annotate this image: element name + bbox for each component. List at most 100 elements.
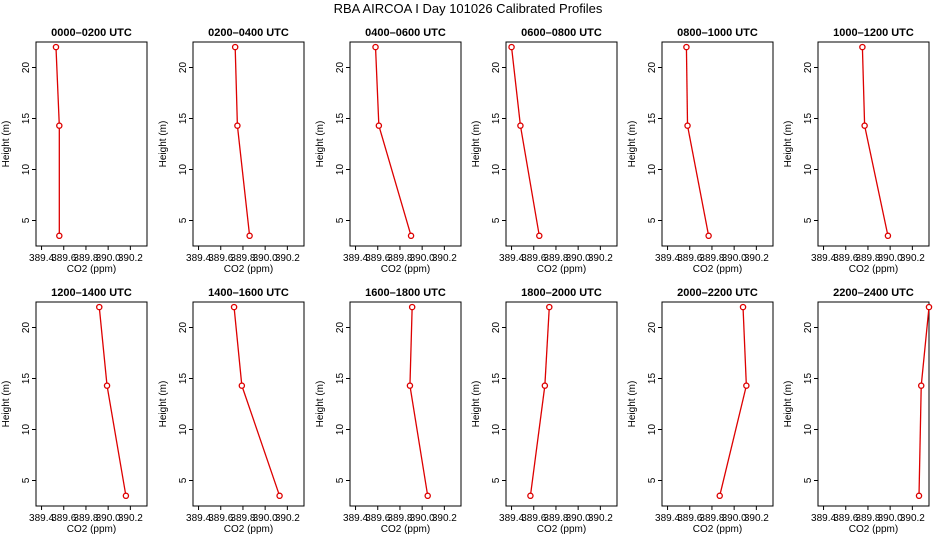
panel-1-ylabel: Height (m)	[1, 121, 12, 168]
panel-3-xtick-label: 389.8	[387, 253, 412, 264]
panel-8-data-point	[276, 492, 283, 500]
panel-3-xtick-label: 390.2	[432, 253, 457, 264]
panel-7-profile-segment	[106, 385, 127, 496]
panel-8-xlabel: CO2 (ppm)	[224, 524, 273, 535]
panel-1-frame	[35, 41, 148, 247]
panel-11-xtick-label: 389.8	[699, 513, 724, 524]
panel-7-ytick-label: 15	[21, 373, 32, 385]
panel-3-xtick-label: 390.0	[410, 253, 435, 264]
panel-5-frame	[661, 41, 774, 247]
panel-8-xtick-label: 389.4	[186, 513, 211, 524]
panel-9-xtick-label: 389.6	[365, 513, 390, 524]
panel-1-data-point	[56, 122, 63, 129]
panel-5-xlabel: CO2 (ppm)	[693, 264, 742, 275]
panel-1-data-point	[56, 232, 63, 240]
panel-8-profile-segment	[233, 307, 243, 386]
panel-10-data-point	[527, 492, 534, 500]
panel-5-data-point	[684, 122, 691, 129]
panel-5-title: 0800–1000 UTC	[677, 27, 758, 39]
panel-5-ytick-label: 20	[647, 62, 658, 74]
panel-7-data-point	[122, 492, 130, 500]
panel-2-data-point	[234, 122, 241, 129]
panel-6-title: 1000–1200 UTC	[833, 27, 914, 39]
panel-7-ytick-label: 5	[21, 477, 32, 483]
panel-6-ytick-label: 10	[803, 164, 814, 176]
panel-10-profile-segment	[529, 385, 546, 496]
panel-12-data-point	[915, 492, 923, 500]
panel-9-ylabel: Height (m)	[315, 381, 326, 428]
panel-7-xtick-label: 389.8	[73, 513, 98, 524]
panel-10-xtick-label: 390.0	[566, 513, 591, 524]
panel-3-ytick-label: 10	[335, 164, 346, 176]
panel-9-ytick-label: 20	[335, 322, 346, 334]
panel-11-ytick-label: 10	[647, 424, 658, 436]
panel-1-ytick-label: 10	[21, 164, 32, 176]
panel-11-xlabel: CO2 (ppm)	[693, 524, 742, 535]
panel-12-ytick-label: 5	[803, 477, 814, 483]
panel-7-profile-segment	[98, 307, 108, 386]
panel-6-data-point	[859, 43, 866, 51]
figure-title: RBA AIRCOA I Day 101026 Calibrated Profi…	[333, 1, 603, 16]
panel-8-ytick-label: 20	[178, 322, 189, 334]
panel-12-profile-segment	[920, 307, 930, 386]
panel-9-ytick-label: 15	[335, 373, 346, 385]
panel-5-ytick-label: 15	[647, 113, 658, 125]
panel-1-xtick-label: 389.8	[73, 253, 98, 264]
panel-12-ylabel: Height (m)	[783, 381, 794, 428]
panel-9-xtick-label: 389.8	[387, 513, 412, 524]
panel-5-profile-segment	[686, 125, 710, 236]
panel-1-title: 0000–0200 UTC	[51, 27, 132, 39]
panel-1-xtick-label: 389.6	[51, 253, 76, 264]
panel-7-ylabel: Height (m)	[1, 381, 12, 428]
panel-1-xtick-label: 390.2	[118, 253, 143, 264]
panel-9-xtick-label: 389.4	[343, 513, 368, 524]
panel-2-xtick-label: 390.0	[253, 253, 278, 264]
panel-4-xtick-label: 390.2	[588, 253, 613, 264]
panel-1-ytick-label: 15	[21, 113, 32, 125]
panel-2-frame	[192, 41, 305, 247]
panel-3-profile-segment	[374, 47, 380, 126]
panel-4-ylabel: Height (m)	[471, 121, 482, 168]
panel-10-profile-segment	[544, 307, 550, 386]
panel-9-xtick-label: 390.0	[410, 513, 435, 524]
panel-3-xlabel: CO2 (ppm)	[381, 264, 430, 275]
panel-8-xtick-label: 389.6	[208, 513, 233, 524]
panel-6-profile-segment	[861, 47, 866, 126]
panel-11-data-point	[743, 382, 750, 389]
panel-7-title: 1200–1400 UTC	[51, 287, 132, 299]
panel-1-xlabel: CO2 (ppm)	[67, 264, 116, 275]
panel-12-xtick-label: 389.4	[811, 513, 836, 524]
panel-8-xtick-label: 390.0	[253, 513, 278, 524]
panel-3-frame	[349, 41, 462, 247]
panel-6-xtick-label: 390.2	[900, 253, 925, 264]
panel-9-profile-segment	[409, 385, 429, 496]
panel-4-frame	[505, 41, 618, 247]
panel-7-data-point	[96, 303, 103, 311]
panel-7-xtick-label: 390.2	[118, 513, 143, 524]
panel-2-data-point	[246, 232, 253, 240]
panel-4-xtick-label: 389.4	[499, 253, 524, 264]
panel-2-profile-segment	[236, 125, 251, 236]
panel-6-xlabel: CO2 (ppm)	[849, 264, 898, 275]
panel-10-xtick-label: 390.2	[588, 513, 613, 524]
panel-11-title: 2000–2200 UTC	[677, 287, 758, 299]
panel-8-frame	[192, 301, 305, 507]
panel-3-data-point	[407, 232, 415, 240]
panel-9-data-point	[406, 382, 414, 389]
panel-4-data-point	[536, 232, 543, 240]
panel-5-ylabel: Height (m)	[627, 121, 638, 168]
panel-5-profile-segment	[685, 47, 689, 126]
panel-1-xtick-label: 389.4	[29, 253, 54, 264]
panel-2-ytick-label: 15	[178, 113, 189, 125]
panel-6-ytick-label: 15	[803, 113, 814, 125]
panel-3-ytick-label: 15	[335, 113, 346, 125]
panel-12-ytick-label: 20	[803, 322, 814, 334]
panel-9-data-point	[424, 492, 431, 500]
panel-9-data-point	[408, 303, 416, 311]
panel-5-xtick-label: 389.6	[677, 253, 702, 264]
panel-4-xtick-label: 390.0	[566, 253, 591, 264]
panel-6-profile-segment	[863, 125, 889, 236]
panel-8-ytick-label: 15	[178, 373, 189, 385]
